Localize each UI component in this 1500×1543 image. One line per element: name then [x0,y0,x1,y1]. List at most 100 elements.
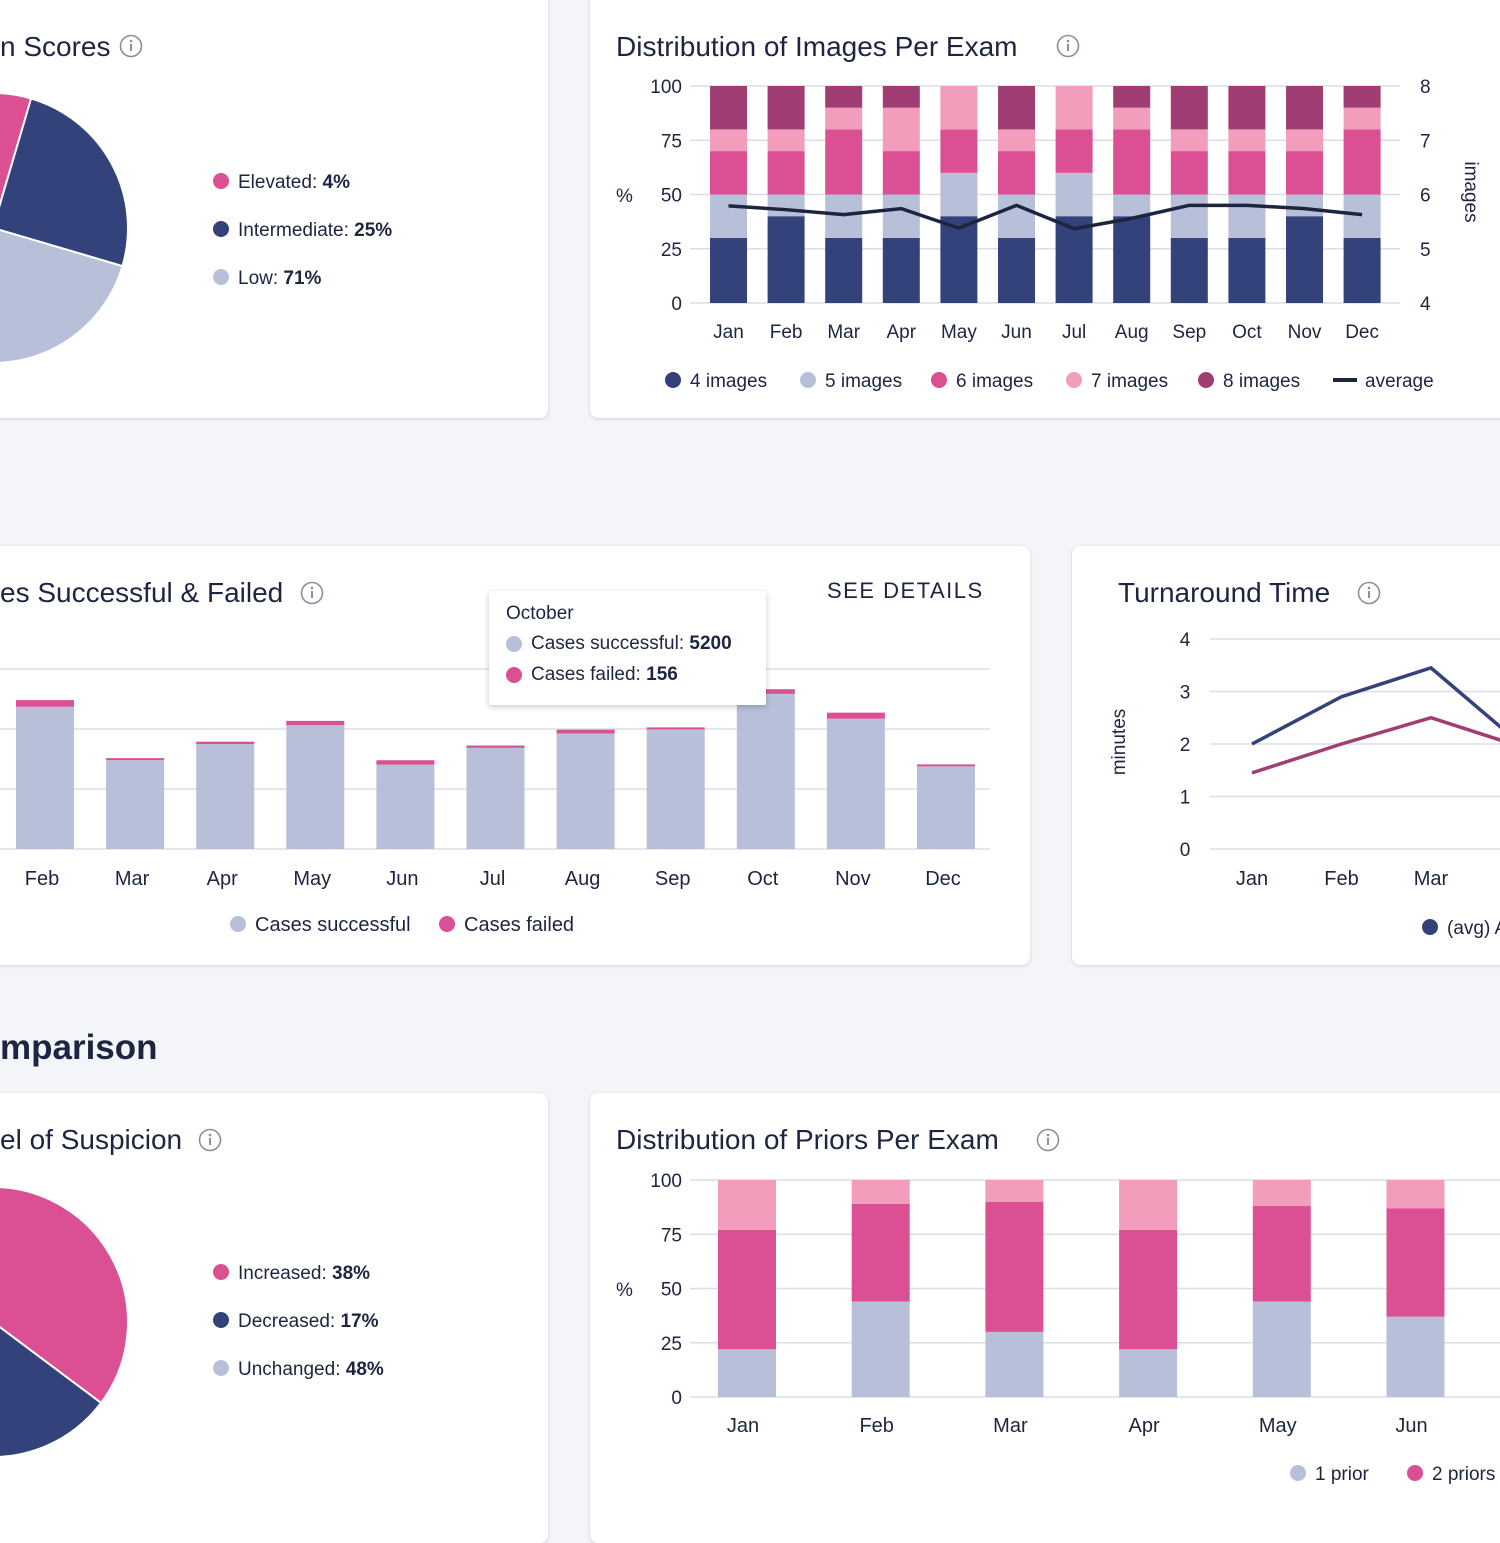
suspicion-title: el of Suspicion [0,1124,182,1155]
x-tick-label: Oct [1232,322,1262,343]
legend-dot-icon [213,1360,229,1376]
bar-segment [466,747,525,849]
bar-segment [825,86,863,108]
series-line [1251,665,1500,746]
x-tick-label: Dec [925,868,961,890]
bar-segment [718,1229,776,1350]
legend-label: Cases successful [255,914,411,936]
bar-segment [710,237,747,303]
info-icon[interactable] [300,581,324,605]
legend-label: Decreased: [238,1311,340,1332]
bar-segment [940,129,978,173]
info-icon[interactable] [1036,1128,1060,1152]
images-title: Distribution of Images Per Exam [616,31,1018,62]
chart-tooltip: October Cases successful: 5200 Cases fai… [489,591,766,705]
bar-segment [718,1180,776,1230]
bar-segment [1343,237,1381,303]
y-tick-label: 4 [1180,630,1191,651]
legend-dot-icon [1198,372,1214,388]
tooltip-row-successful: Cases successful: 5200 [506,633,732,655]
bar-segment [376,760,435,765]
x-tick-label: Aug [1115,322,1149,343]
bar-segment [940,172,978,217]
x-tick-label: Jun [386,868,418,890]
tooltip-month: October [506,603,574,624]
y-axis-label: % [616,1280,633,1301]
legend-label: 5 images [825,371,902,392]
legend-dot-icon [1290,1465,1306,1481]
x-tick-label: Mar [993,1415,1028,1437]
bar-segment [1055,129,1093,173]
bar-segment [1170,86,1208,130]
legend-label: Increased: [238,1263,332,1284]
legend-item: Decreased: 17% [238,1311,379,1332]
bar-segment [1286,151,1323,195]
bar-segment [882,237,920,303]
info-icon[interactable] [1357,581,1381,605]
bar-segment [825,107,863,130]
bar-segment [917,766,975,849]
bar-segment [1252,1180,1311,1207]
legend-label: Unchanged: [238,1359,346,1380]
legend-label: 6 images [956,371,1033,392]
bar-segment [882,151,920,195]
bar-segment [825,129,863,195]
bar-segment [1286,194,1323,217]
y2-tick-label: 4 [1420,294,1431,315]
bar-segment [1343,86,1381,108]
x-tick-label: Oct [747,868,779,890]
bar-segment [1386,1180,1445,1209]
bar-segment [1228,151,1266,195]
info-icon[interactable] [1056,34,1080,58]
info-icon[interactable] [198,1128,222,1152]
section-heading: mparison [0,1028,158,1067]
legend-dot-icon [213,221,229,237]
x-tick-label: Jan [713,322,744,343]
bar-segment [556,733,615,849]
bar-segment [998,237,1035,303]
legend-label: 2 priors [1432,1464,1495,1485]
info-icon[interactable] [119,34,143,58]
priors-title: Distribution of Priors Per Exam [616,1124,999,1155]
bar-segment [1343,129,1381,195]
x-tick-label: Mar [1414,868,1449,890]
bar-segment [767,216,805,303]
y-tick-label: 25 [661,1334,682,1355]
bar-segment [1055,216,1093,303]
legend-dot-icon [213,173,229,189]
x-tick-label: Sep [655,868,691,890]
x-tick-label: Jul [480,868,506,890]
bar-segment [1170,237,1208,303]
y-tick-label: 100 [650,77,682,98]
bar-segment [767,151,805,195]
y-tick-label: 0 [671,294,682,315]
legend-item: Unchanged: 48% [238,1359,384,1380]
bar-segment [1286,86,1323,130]
y2-tick-label: 7 [1420,131,1431,152]
y2-tick-label: 8 [1420,77,1431,98]
legend-value: 38% [332,1263,370,1284]
tooltip-failed-value: 156 [646,664,678,685]
see-details-link[interactable]: SEE DETAILS [827,578,984,603]
bar-segment [985,1180,1044,1202]
bar-segment [646,727,705,730]
pie-slice-decreased [0,1325,103,1458]
legend-label: 1 prior [1315,1464,1370,1485]
bar-segment [940,86,978,130]
bar-segment [710,129,747,152]
y-tick-label: 1 [1180,788,1191,809]
scores-title: n Scores [0,31,111,62]
bar-segment [985,1201,1044,1332]
legend-label: Elevated: [238,172,323,193]
bar-segment [1170,151,1208,195]
bar-segment [1170,129,1208,152]
cases-title: es Successful & Failed [0,577,283,608]
y-tick-label: 0 [671,1388,682,1409]
y-tick-label: 0 [1180,840,1191,861]
legend-dot-icon [213,1264,229,1280]
bar-segment [1113,129,1151,195]
bar-segment [851,1180,910,1204]
bar-segment [710,86,747,130]
average-line [728,203,1363,231]
bar-segment [1228,194,1266,238]
